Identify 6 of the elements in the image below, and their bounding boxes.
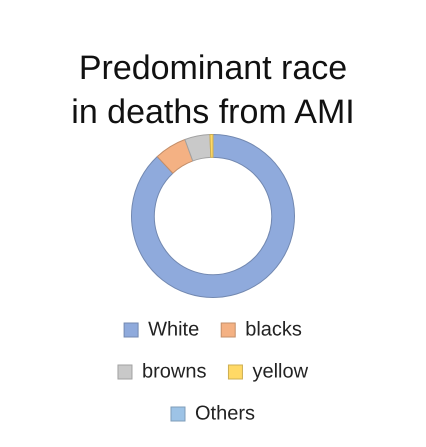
legend-label: Others [194, 402, 256, 425]
legend-label: blacks [245, 318, 302, 341]
legend-label: White [148, 318, 200, 341]
legend-label: yellow [252, 360, 309, 383]
chart-title: Predominant race in deaths from AMI [70, 48, 356, 133]
legend-label: browns [142, 360, 206, 383]
